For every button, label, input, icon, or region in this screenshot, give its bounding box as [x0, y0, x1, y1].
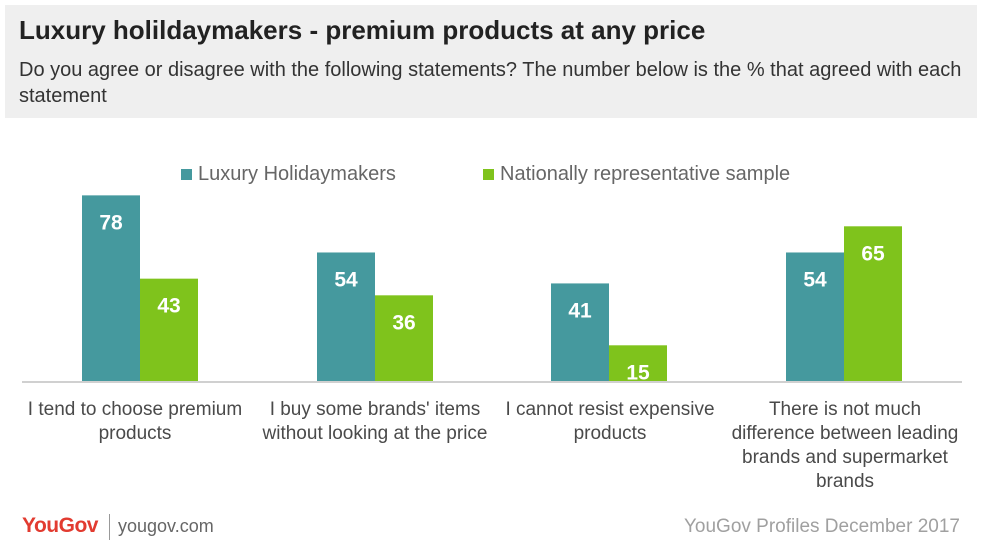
legend-swatch-series-2 [483, 169, 494, 180]
bar-series-1-category-4 [786, 252, 844, 381]
data-label-series-2-category-3: 15 [626, 361, 650, 384]
data-label-series-1-category-2: 54 [334, 268, 358, 291]
header-panel: Luxury holildaymakers - premium products… [5, 5, 977, 118]
legend-label-series-1: Luxury Holidaymakers [198, 163, 396, 185]
source-note: YouGov Profiles December 2017 [683, 516, 960, 537]
legend: Luxury Holidaymakers Nationally represen… [0, 162, 982, 186]
bar-series-2-category-4 [844, 226, 902, 381]
data-label-series-1-category-4: 54 [803, 268, 827, 291]
data-label-series-2-category-4: 65 [861, 242, 885, 265]
bar-series-1-category-2 [317, 252, 375, 381]
bar-series-1-category-1 [82, 195, 140, 381]
bar-series-2-category-2 [375, 295, 433, 381]
logo-divider [109, 514, 110, 540]
bar-series-2-category-1 [140, 278, 198, 381]
legend-label-series-2: Nationally representative sample [500, 163, 791, 185]
data-label-series-1-category-1: 78 [99, 211, 123, 234]
data-label-series-2-category-2: 36 [392, 311, 415, 334]
category-label-4: There is not much difference between lea… [731, 399, 959, 492]
legend-swatch-series-1 [181, 169, 192, 180]
yougov-logo: YouGov [22, 514, 98, 537]
category-label-2: I buy some brands' items without looking… [262, 399, 488, 444]
data-label-series-1-category-3: 41 [568, 299, 592, 322]
chart-title: Luxury holildaymakers - premium products… [19, 15, 706, 45]
bar-series-2-category-3 [609, 345, 667, 381]
bar-series-1-category-3 [551, 283, 609, 381]
category-label-1: I tend to choose premium products [27, 399, 243, 444]
chart-subtitle: Do you agree or disagree with the follow… [19, 59, 962, 107]
website-link[interactable]: yougov.com [118, 516, 214, 536]
data-label-series-2-category-1: 43 [157, 295, 180, 318]
category-label-3: I cannot resist expensive products [505, 399, 715, 444]
